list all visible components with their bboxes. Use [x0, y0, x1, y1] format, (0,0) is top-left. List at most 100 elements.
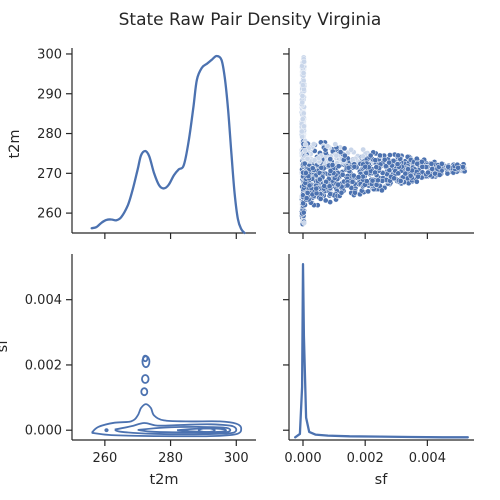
contour-line: [104, 428, 109, 433]
scatter-point: [311, 157, 318, 164]
x-tick-label: 300: [224, 451, 249, 466]
scatter-point: [311, 141, 317, 147]
contour-line: [91, 403, 243, 438]
scatter-point: [405, 166, 411, 173]
scatter-point: [367, 152, 374, 159]
x-axis-label-t2m: t2m: [149, 472, 178, 488]
scatter-point: [299, 99, 306, 106]
scatter-point: [363, 170, 370, 176]
y-axis-label-sf: sf: [0, 339, 11, 353]
scatter-point: [438, 160, 445, 167]
scatter-point: [338, 189, 345, 196]
scatter-point: [299, 93, 306, 99]
scatter-point: [362, 163, 369, 170]
y-tick-label: 0.000: [25, 424, 62, 439]
scatter-point: [302, 141, 309, 148]
y-tick-label: 0.004: [25, 293, 62, 308]
scatter-point: [350, 172, 357, 179]
scatter-point: [301, 160, 308, 167]
scatter-point: [327, 156, 334, 162]
density-contours: [91, 354, 243, 438]
scatter-point: [397, 178, 404, 184]
scatter-point: [332, 141, 339, 148]
contour-line: [177, 427, 227, 433]
scatter-point: [344, 182, 351, 189]
scatter-point: [337, 149, 344, 155]
sf-density-curve: [294, 263, 469, 439]
scatter-point: [300, 70, 307, 76]
scatter-points: [298, 54, 468, 227]
scatter-point: [419, 164, 426, 170]
y-tick-label: 260: [37, 207, 62, 222]
scatter-point: [407, 172, 414, 179]
t2m-density-curve: [90, 54, 246, 235]
scatter-point: [309, 165, 316, 172]
scatter-point: [377, 152, 383, 159]
panel-sf-kde: 0.000 0.002 0.004: [283, 254, 474, 466]
scatter-point: [327, 168, 334, 174]
scatter-point: [341, 152, 348, 159]
scatter-point: [300, 209, 307, 216]
scatter-point: [333, 152, 340, 159]
scatter-point: [306, 182, 313, 189]
scatter-point: [355, 174, 362, 180]
y-tick-label: 0.002: [25, 358, 62, 373]
y-tick-label: 270: [37, 167, 62, 182]
scatter-point: [349, 178, 356, 185]
scatter-point: [317, 196, 324, 202]
scatter-point: [345, 164, 352, 171]
scatter-point: [432, 170, 438, 177]
scatter-point: [402, 170, 409, 177]
scatter-point: [383, 163, 389, 170]
scatter-point: [351, 163, 358, 170]
scatter-point: [460, 164, 466, 170]
scatter-point: [301, 220, 307, 226]
contour-line: [114, 422, 238, 436]
scatter-point: [318, 164, 325, 171]
scatter-point: [317, 176, 323, 183]
scatter-point: [299, 128, 305, 135]
scatter-point: [301, 58, 307, 65]
contour-line: [141, 374, 150, 384]
scatter-point: [300, 82, 306, 88]
x-tick-label: 0.002: [347, 451, 384, 466]
contour-line: [137, 425, 232, 434]
panel-sf-vs-t2m-scatter: [283, 48, 474, 239]
scatter-point: [299, 116, 306, 122]
scatter-point: [324, 143, 331, 149]
scatter-point: [415, 173, 421, 180]
y-axis-label-t2m: t2m: [7, 129, 23, 158]
scatter-point: [300, 200, 307, 207]
scatter-point: [445, 163, 452, 170]
scatter-point: [369, 177, 376, 184]
scatter-point: [428, 160, 435, 167]
chart-title: State Raw Pair Density Virginia: [119, 10, 382, 30]
scatter-point: [413, 178, 420, 185]
contour-line: [142, 354, 149, 363]
scatter-point: [327, 191, 334, 197]
scatter-point: [455, 164, 462, 171]
scatter-point: [348, 147, 354, 153]
scatter-point: [326, 183, 333, 190]
scatter-point: [425, 169, 431, 176]
scatter-point: [303, 195, 310, 201]
scatter-point: [302, 170, 309, 176]
scatter-point: [341, 145, 348, 152]
x-tick-label: 0.004: [409, 451, 446, 466]
scatter-point: [395, 170, 402, 177]
scatter-point: [373, 164, 380, 170]
x-axis-label-sf: sf: [375, 472, 389, 488]
scatter-point: [339, 171, 346, 178]
x-tick-label: 260: [92, 451, 117, 466]
scatter-point: [375, 177, 381, 184]
x-tick-label: 280: [158, 451, 183, 466]
scatter-point: [386, 159, 393, 166]
scatter-point: [391, 175, 397, 182]
scatter-point: [379, 187, 385, 194]
scatter-point: [444, 170, 451, 177]
scatter-point: [381, 156, 388, 163]
scatter-point: [302, 147, 308, 154]
panel-t2m-kde: 260 270 280 290 300: [37, 47, 256, 239]
scatter-point: [335, 181, 342, 188]
